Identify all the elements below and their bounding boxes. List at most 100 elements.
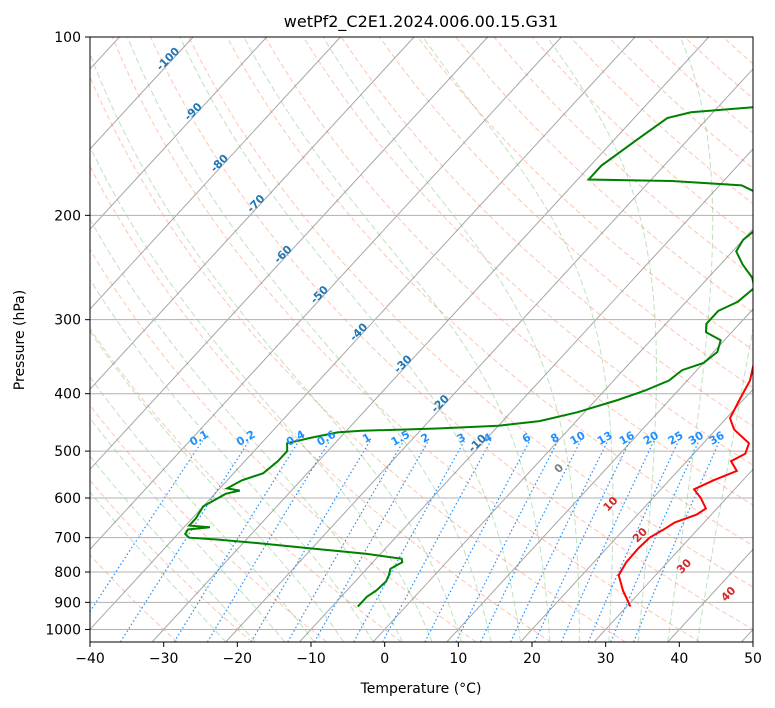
x-tick-label: 0 [380, 651, 389, 667]
y-tick-label: 600 [54, 491, 81, 507]
isotherm-line [667, 548, 753, 642]
dry-adiabat-line [226, 37, 753, 547]
x-tick-label: 50 [744, 651, 762, 667]
x-tick-label: 20 [523, 651, 541, 667]
y-tick-label: 100 [54, 30, 81, 46]
dry-adiabat-line [264, 37, 753, 506]
moist-adiabat-line [322, 37, 580, 642]
moist-adiabat-label: 40 [718, 584, 738, 604]
isotherm-line [90, 37, 415, 390]
moist-adiabat-line [127, 37, 492, 642]
chart-title: wetPf2_C2E1.2024.006.00.15.G31 [284, 12, 558, 32]
x-tick-label: 10 [449, 651, 467, 667]
moist-adiabat-line [667, 37, 714, 642]
x-tick-label: −20 [223, 651, 253, 667]
mixing-ratio-label: 20 [641, 429, 661, 448]
dry-adiabat-line [90, 327, 402, 642]
y-tick-label: 300 [54, 313, 81, 329]
mixing-ratio-label: 3 [455, 431, 468, 446]
isotherm-label: -20 [429, 392, 452, 415]
moist-adiabat-line [90, 330, 345, 642]
temperature-profile-line [617, 362, 753, 608]
x-tick-label: 40 [670, 651, 688, 667]
mixing-ratio-line [173, 440, 300, 642]
moist-adiabat-line [243, 37, 551, 642]
moist-adiabat-line [90, 417, 286, 642]
isotherm-line [90, 37, 562, 551]
moist-adiabat-label: 10 [601, 494, 621, 514]
mixing-ratio-label: 8 [548, 431, 561, 446]
dry-adiabat-line [455, 37, 753, 314]
isotherm-label: -60 [271, 242, 294, 265]
moist-adiabat-line [90, 491, 227, 642]
axes: −40 −30 −20 −10 0 10 20 30 40 5010020030040050060… [45, 30, 762, 667]
isotherm-label: -50 [308, 283, 331, 306]
mixing-ratio-line [353, 440, 466, 642]
mixing-ratio-line [250, 440, 371, 642]
x-tick-label: 30 [597, 651, 615, 667]
isotherm-line [90, 37, 489, 471]
mixing-ratio-label: 0.6 [315, 428, 339, 449]
isotherm-line [90, 37, 341, 310]
dry-adiabat-line [302, 37, 753, 466]
dry-adiabat-line [188, 37, 753, 588]
plot-area: -100-90-80-70-60-50-40-30-20-100.1 0.2 0.4… [90, 37, 753, 642]
y-tick-label: 700 [54, 531, 81, 547]
mixing-ratio-line [119, 440, 250, 642]
mixing-ratio-line [587, 440, 680, 642]
dewpoint-profile-line [183, 106, 753, 608]
dry-adiabat-line [150, 37, 753, 630]
isotherm-label: -70 [244, 192, 267, 215]
mixing-ratio-label: 2 [419, 431, 432, 446]
mixing-ratio-line [534, 440, 631, 642]
plot-frame [89, 36, 754, 643]
y-tick-label: 200 [54, 208, 81, 224]
mixing-ratio-label: 10 [568, 429, 588, 448]
y-tick-label: 900 [54, 595, 81, 611]
mixing-ratio-line [480, 440, 582, 642]
isotherm-line [446, 308, 753, 642]
dry-adiabat-line [569, 37, 753, 205]
mixing-ratio-label: 25 [666, 429, 686, 448]
isotherm-line [225, 68, 753, 642]
dry-adiabat-line [111, 37, 701, 642]
mixing-ratio-label: 16 [617, 429, 637, 448]
dry-adiabat-line [90, 479, 253, 642]
dry-adiabat-line [340, 37, 753, 427]
mixing-ratio-label: 6 [520, 431, 533, 446]
dry-adiabat-line [646, 37, 753, 134]
mixing-ratio-label: 1 [360, 431, 373, 446]
mixing-ratio-label: 0.1 [187, 428, 210, 449]
moist-adiabat-line [90, 278, 374, 642]
isotherm-line [299, 148, 753, 642]
x-axis-label: Temperature (°C) [360, 681, 482, 697]
mixing-ratio-label: 30 [686, 429, 706, 448]
mixing-ratio-line [313, 440, 430, 642]
isotherm-line [90, 37, 636, 631]
isotherm-line [151, 37, 710, 642]
mixing-ratio-label: 1.5 [389, 428, 412, 449]
isotherm-line [90, 37, 268, 230]
isotherm-label: -30 [391, 352, 414, 375]
mixing-ratio-label: 13 [595, 429, 615, 448]
mixing-ratio-line [610, 440, 700, 642]
isotherm-label: -100 [154, 44, 183, 73]
moist-adiabat-line [90, 375, 315, 642]
mixing-ratio-label: 36 [707, 429, 727, 448]
dry-adiabat-line [90, 165, 552, 642]
dry-adiabat-line [722, 37, 753, 65]
isotherm-line [90, 37, 194, 150]
mixing-ratio-line [382, 440, 492, 642]
isotherm-line [593, 468, 753, 642]
isotherm-label: -90 [182, 100, 205, 123]
mixing-ratio-line [455, 440, 559, 642]
mixing-ratio-line [560, 440, 655, 642]
y-axis-label: Pressure (hPa) [12, 290, 28, 390]
x-tick-label: −10 [296, 651, 326, 667]
isotherm-label: -80 [208, 152, 231, 175]
mixing-ratio-line [90, 440, 204, 613]
y-tick-label: 1000 [45, 622, 81, 638]
x-tick-label: −40 [75, 651, 105, 667]
mixing-ratio-label: 0.2 [234, 428, 257, 449]
